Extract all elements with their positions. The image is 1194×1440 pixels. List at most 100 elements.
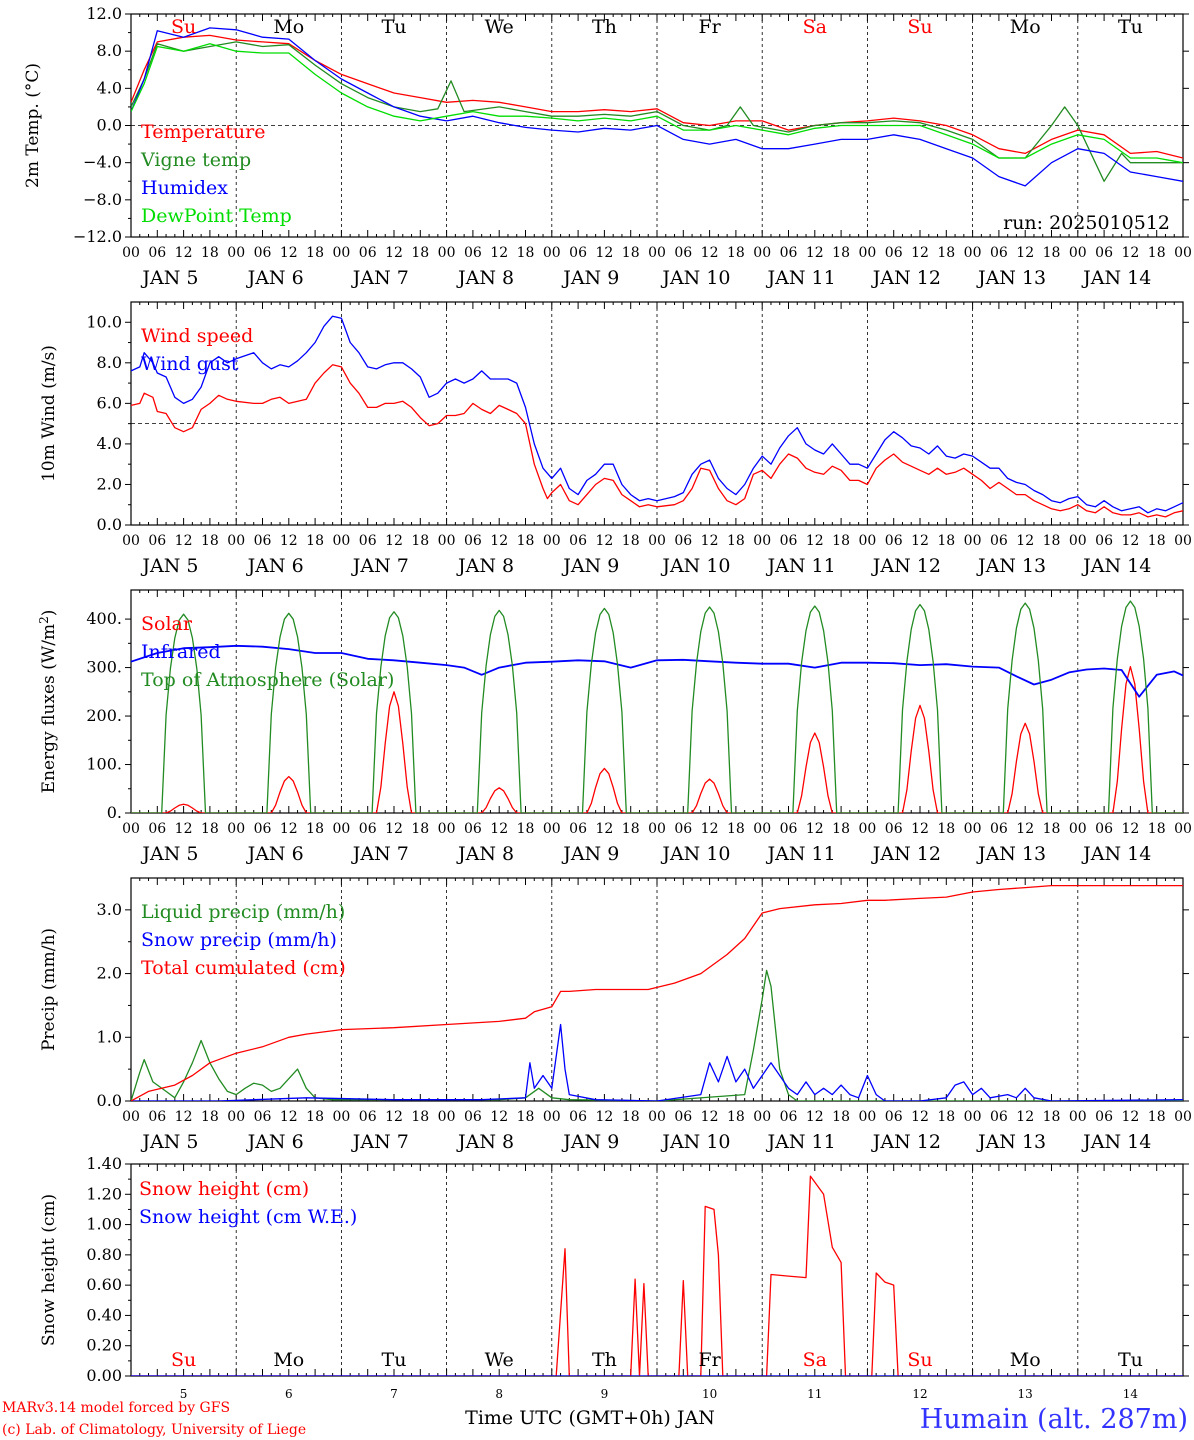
hour-tick-label: 18	[411, 245, 429, 261]
legend-liquid-precip-mm-h: Liquid precip (mm/h)	[141, 901, 345, 923]
weekday-label: Th	[592, 16, 617, 38]
hour-tick-label: 12	[175, 533, 193, 549]
lab-credit: (c) Lab. of Climatology, University of L…	[2, 1422, 306, 1438]
hour-tick-label: 06	[990, 245, 1008, 261]
hour-tick-label: 06	[464, 533, 482, 549]
weekday-label: Su	[907, 1349, 932, 1371]
hour-tick-label: 00	[438, 533, 456, 549]
hour-tick-label: 18	[306, 245, 324, 261]
hour-tick-label: 00	[1069, 533, 1087, 549]
y-tick-label: 300.	[86, 658, 122, 677]
hour-tick-label: 00	[858, 533, 876, 549]
weekday-label: Mo	[273, 1349, 304, 1371]
hour-tick-label: 12	[595, 821, 613, 837]
hour-tick-label: 18	[1148, 533, 1166, 549]
y-tick-label: −8.0	[83, 190, 122, 209]
y-tick-label: 400.	[86, 609, 122, 628]
hour-tick-label: 00	[648, 1109, 666, 1125]
hour-tick-label: 06	[885, 1109, 903, 1125]
hour-tick-label: 12	[385, 245, 403, 261]
hour-tick-label: 12	[595, 245, 613, 261]
hour-tick-label: 12	[175, 245, 193, 261]
date-label: JAN 10	[660, 843, 730, 865]
date-label: JAN 5	[140, 1131, 198, 1153]
hour-tick-label: 12	[806, 821, 824, 837]
series-group	[131, 1175, 1183, 1376]
hour-tick-label: 06	[148, 245, 166, 261]
hour-tick-label: 18	[622, 245, 640, 261]
y-axis-label: Energy fluxes (W/m2)	[37, 610, 59, 794]
hour-tick-label: 06	[254, 245, 272, 261]
legend-dewpoint-temp: DewPoint Temp	[141, 205, 292, 227]
day-number-label: 11	[807, 1387, 822, 1401]
day-number-label: 5	[180, 1387, 188, 1401]
date-label: JAN 9	[561, 555, 619, 577]
hour-tick-label: 12	[911, 1109, 929, 1125]
hour-tick-label: 06	[148, 821, 166, 837]
date-label: JAN 7	[351, 267, 409, 289]
hour-tick-label: 00	[1174, 821, 1192, 837]
hour-tick-label: 18	[832, 1109, 850, 1125]
date-label: JAN 14	[1081, 843, 1151, 865]
date-label: JAN 6	[246, 1131, 304, 1153]
legend-wind-speed: Wind speed	[141, 325, 253, 347]
hour-tick-label: 06	[780, 245, 798, 261]
hour-tick-label: 18	[1148, 821, 1166, 837]
date-label: JAN 8	[456, 1131, 514, 1153]
hour-tick-label: 06	[990, 1109, 1008, 1125]
y-tick-label: 2.0	[97, 474, 122, 493]
y-tick-label: 0.0	[97, 116, 122, 135]
hour-tick-label: 00	[1174, 1109, 1192, 1125]
hour-tick-label: 00	[1174, 245, 1192, 261]
hour-tick-label: 12	[175, 1109, 193, 1125]
hour-tick-label: 12	[701, 245, 719, 261]
hour-tick-label: 12	[385, 533, 403, 549]
hour-tick-label: 00	[122, 533, 140, 549]
hour-tick-label: 00	[543, 821, 561, 837]
hour-tick-label: 00	[858, 245, 876, 261]
hour-tick-label: 18	[832, 533, 850, 549]
plot-frame	[130, 301, 1184, 526]
hour-tick-label: 12	[806, 533, 824, 549]
weekday-label: Sa	[803, 1349, 827, 1371]
time-axis-label: Time UTC (GMT+0h) JAN	[465, 1407, 715, 1429]
legend-temperature: Temperature	[141, 121, 265, 143]
hour-tick-label: 06	[254, 533, 272, 549]
hour-tick-label: 12	[490, 533, 508, 549]
date-label: JAN 14	[1081, 1131, 1151, 1153]
y-tick-label: 0.20	[86, 1336, 122, 1355]
hour-tick-label: 00	[964, 821, 982, 837]
y-tick-label: 6.0	[97, 393, 122, 412]
y-tick-label: 1.20	[86, 1184, 122, 1203]
hour-tick-label: 18	[517, 1109, 535, 1125]
hour-tick-label: 06	[885, 821, 903, 837]
hour-tick-label: 06	[569, 533, 587, 549]
hour-tick-label: 06	[464, 821, 482, 837]
y-tick-label: 4.0	[97, 78, 122, 97]
series-line-top-of-atmosphere-solar	[131, 600, 1183, 813]
hour-tick-label: 12	[701, 533, 719, 549]
date-label: JAN 11	[766, 843, 836, 865]
hour-tick-label: 12	[701, 1109, 719, 1125]
hour-tick-label: 06	[1095, 821, 1113, 837]
hour-tick-label: 18	[517, 821, 535, 837]
y-tick-label: 4.0	[97, 434, 122, 453]
hour-tick-label: 12	[595, 533, 613, 549]
date-label: JAN 11	[766, 555, 836, 577]
hour-tick-label: 06	[674, 821, 692, 837]
hour-tick-label: 06	[464, 245, 482, 261]
hour-tick-label: 00	[753, 533, 771, 549]
hour-tick-label: 06	[674, 245, 692, 261]
y-tick-label: 1.40	[86, 1154, 122, 1173]
date-label: JAN 5	[140, 843, 198, 865]
hour-tick-label: 12	[806, 1109, 824, 1125]
legend-snow-height-cm: Snow height (cm)	[139, 1178, 309, 1200]
series-line-wind-speed	[131, 364, 1183, 518]
day-number-label: 12	[912, 1387, 927, 1401]
hour-tick-label: 00	[122, 1109, 140, 1125]
series-line-temperature	[131, 34, 1183, 159]
plot-frame	[130, 13, 1184, 238]
hour-tick-label: 18	[727, 821, 745, 837]
hour-tick-label: 12	[280, 1109, 298, 1125]
